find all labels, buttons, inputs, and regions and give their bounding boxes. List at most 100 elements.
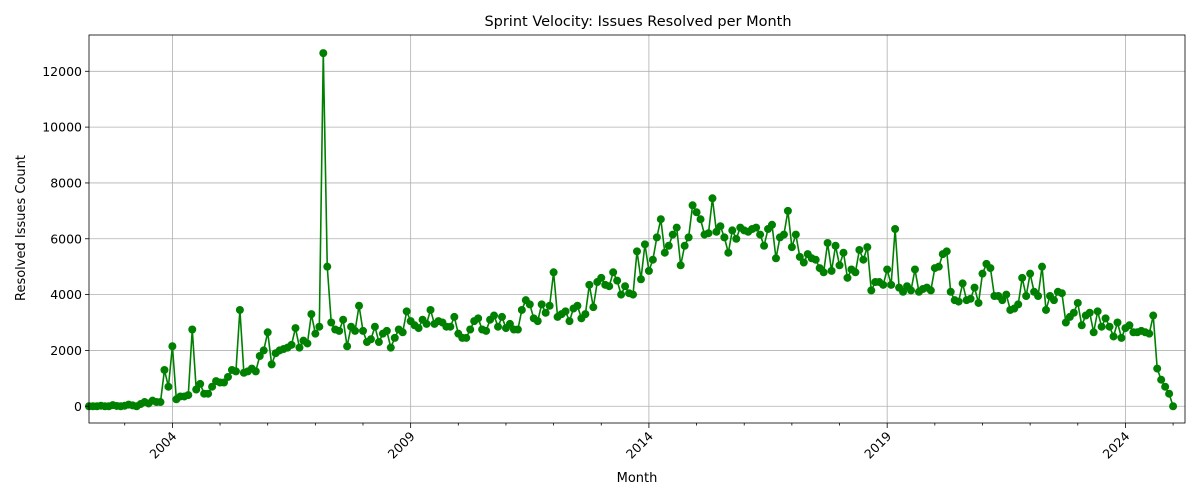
data-point <box>656 215 665 224</box>
data-point <box>958 279 967 288</box>
data-point <box>1093 307 1102 316</box>
y-tick-label: 8000 <box>50 175 82 190</box>
data-point <box>1026 269 1035 278</box>
data-point <box>926 286 935 295</box>
data-point <box>887 280 896 289</box>
data-point <box>490 311 499 320</box>
data-point <box>664 241 673 250</box>
y-tick-label: 6000 <box>50 231 82 246</box>
grid <box>89 35 1185 423</box>
data-point <box>613 276 622 285</box>
data-point <box>1049 296 1058 305</box>
data-point <box>513 325 522 334</box>
data-point <box>728 226 737 235</box>
data-point <box>1105 322 1114 331</box>
data-point <box>343 342 352 351</box>
data-point <box>303 339 312 348</box>
data-point <box>589 303 598 312</box>
data-point <box>1169 402 1178 411</box>
data-point <box>1165 389 1174 398</box>
data-point <box>672 223 681 232</box>
data-point <box>561 307 570 316</box>
data-point <box>621 282 630 291</box>
data-point <box>795 252 804 261</box>
data-point <box>970 283 979 292</box>
data-point <box>184 391 193 400</box>
data-point <box>1113 318 1122 327</box>
data-point <box>1057 289 1066 298</box>
data-point <box>315 322 324 331</box>
data-point <box>978 269 987 278</box>
data-point <box>783 206 792 215</box>
data-point <box>505 319 514 328</box>
data-point <box>259 346 268 355</box>
data-point <box>223 372 232 381</box>
data-point <box>704 229 713 238</box>
data-point <box>537 300 546 309</box>
data-point <box>497 312 506 321</box>
data-point <box>402 307 411 316</box>
data-point <box>823 238 832 247</box>
data-point <box>1149 311 1158 320</box>
data-point <box>879 280 888 289</box>
data-point <box>311 329 320 338</box>
data-point <box>779 230 788 239</box>
data-point <box>251 367 260 376</box>
data-point <box>335 326 344 335</box>
data-point <box>1073 298 1082 307</box>
data-point <box>811 255 820 264</box>
data-point <box>1077 321 1086 330</box>
data-point <box>652 233 661 242</box>
data-point <box>855 245 864 254</box>
data-point <box>934 262 943 271</box>
data-point <box>605 282 614 291</box>
data-point <box>482 326 491 335</box>
data-point <box>688 201 697 210</box>
data-point <box>307 310 316 319</box>
data-point <box>450 312 459 321</box>
data-point <box>712 227 721 236</box>
data-point <box>168 342 177 351</box>
data-point <box>164 382 173 391</box>
y-axis-label: Resolved Issues Count <box>14 155 29 301</box>
data-point <box>883 265 892 274</box>
data-point <box>541 308 550 317</box>
data-point <box>1153 364 1162 373</box>
data-point <box>676 261 685 270</box>
data-point <box>863 243 872 252</box>
data-point <box>494 322 503 331</box>
data-point <box>263 328 272 337</box>
data-point <box>843 273 852 282</box>
data-point <box>156 398 165 407</box>
data-point <box>974 298 983 307</box>
data-point <box>517 305 526 314</box>
data-point <box>899 287 908 296</box>
data-point <box>597 273 606 282</box>
data-point <box>196 379 205 388</box>
data-point <box>339 315 348 324</box>
data-point <box>545 301 554 310</box>
data-point <box>636 275 645 284</box>
data-point <box>235 305 244 314</box>
data-point <box>680 241 689 250</box>
data-point <box>752 223 761 232</box>
data-point <box>831 241 840 250</box>
plot-frame <box>88 34 1186 424</box>
data-point <box>771 254 780 263</box>
data-point <box>1089 328 1098 337</box>
data-point <box>1125 321 1134 330</box>
data-point <box>466 325 475 334</box>
data-point <box>1061 318 1070 327</box>
data-point <box>1018 273 1027 282</box>
x-axis-label: Month <box>617 471 658 486</box>
data-point <box>835 261 844 270</box>
data-point <box>422 319 431 328</box>
data-point <box>549 268 558 277</box>
data-point <box>716 222 725 231</box>
data-point <box>585 280 594 289</box>
data-point <box>355 301 364 310</box>
data-point <box>366 335 375 344</box>
data-point <box>426 305 435 314</box>
